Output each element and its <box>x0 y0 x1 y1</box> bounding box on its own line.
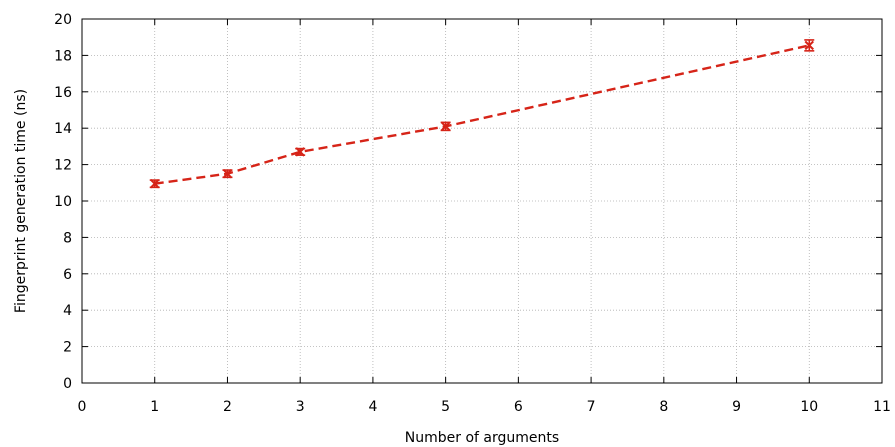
y-tick-label: 2 <box>63 340 72 356</box>
data-point <box>440 121 451 132</box>
y-tick-label: 0 <box>63 376 72 392</box>
x-tick-label: 0 <box>78 399 87 415</box>
x-tick-label: 1 <box>150 399 159 415</box>
x-tick-label: 6 <box>514 399 523 415</box>
series-group <box>149 39 815 189</box>
y-tick-label: 4 <box>63 303 72 319</box>
series-line <box>154 44 810 185</box>
point-marker <box>295 147 305 157</box>
point-marker <box>222 168 233 179</box>
y-tick-label: 14 <box>54 121 72 137</box>
x-tick-label: 8 <box>659 399 668 415</box>
x-tick-label: 2 <box>223 399 232 415</box>
x-tick-label: 10 <box>800 399 818 415</box>
x-tick-label: 11 <box>873 399 891 415</box>
data-point <box>149 179 160 189</box>
data-point <box>222 168 233 179</box>
data-point <box>804 39 815 52</box>
point-marker <box>804 40 814 51</box>
x-tick-label: 9 <box>732 399 741 415</box>
plot-area-frame <box>81 18 883 384</box>
x-tick-label: 3 <box>296 399 305 415</box>
y-tick-label: 20 <box>54 12 72 28</box>
x-axis-label: Number of arguments <box>405 430 559 446</box>
y-tick-label: 8 <box>63 230 72 246</box>
point-marker <box>440 121 451 132</box>
grid <box>82 19 882 383</box>
y-tick-label: 6 <box>63 267 72 283</box>
x-tick-label: 4 <box>368 399 377 415</box>
y-tick-label: 18 <box>54 48 72 64</box>
y-tick-label: 10 <box>54 194 72 210</box>
y-axis-label: Fingerprint generation time (ns) <box>13 89 29 313</box>
x-tick-label: 5 <box>441 399 450 415</box>
x-tick-label: 7 <box>587 399 596 415</box>
data-point <box>295 147 306 157</box>
y-tick-label: 16 <box>54 85 72 101</box>
point-marker <box>150 179 160 189</box>
y-tick-label: 12 <box>54 158 72 174</box>
